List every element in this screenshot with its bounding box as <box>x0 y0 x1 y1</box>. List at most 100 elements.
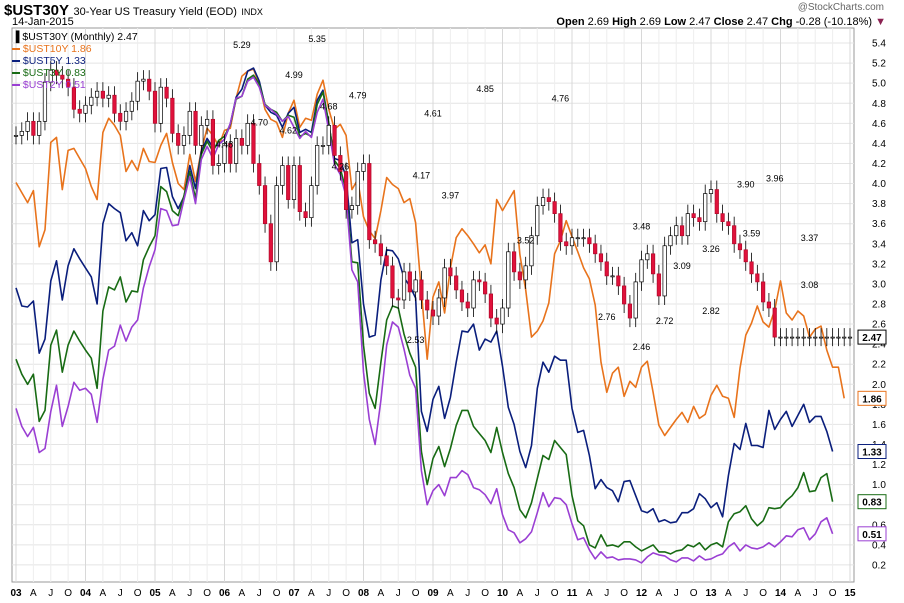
price-annotation: 3.52 <box>517 236 535 246</box>
candle-body <box>529 235 534 267</box>
legend-line-icon <box>12 84 20 87</box>
candle-body <box>511 251 517 273</box>
candle-body <box>106 94 111 99</box>
candle-body <box>25 120 30 132</box>
price-annotation: 3.09 <box>673 261 691 271</box>
candle-body <box>94 90 100 98</box>
candle-body <box>668 235 673 247</box>
y-tick-label: 3.0 <box>872 279 886 290</box>
candle-body <box>320 145 326 147</box>
last-value-label: 0.51 <box>862 530 882 541</box>
y-tick-label: 0.6 <box>872 520 886 531</box>
candle-body <box>732 225 737 245</box>
candle-body <box>569 237 575 247</box>
candle-body <box>361 163 366 172</box>
candle-body <box>19 131 24 136</box>
x-tick-label: O <box>203 588 211 599</box>
candle-body <box>442 267 447 299</box>
price-annotation: 4.79 <box>349 90 367 100</box>
x-tick-label: A <box>239 588 246 599</box>
chg-value: -0.28 (-10.18%) <box>795 16 873 28</box>
candle-body <box>344 171 349 210</box>
candle-body <box>506 251 511 309</box>
x-tick-label: A <box>308 588 315 599</box>
candle-body <box>170 97 175 134</box>
candle-body <box>546 197 551 202</box>
chart-exchange: INDX <box>241 7 263 17</box>
last-value-label: 1.86 <box>862 394 882 405</box>
candle-body <box>66 78 71 88</box>
candle-body <box>251 122 256 164</box>
last-value-label: 2.47 <box>862 333 882 344</box>
candle-body <box>488 293 494 319</box>
candle-body <box>378 243 383 257</box>
candle-body <box>766 301 772 309</box>
y-tick-label: 5.0 <box>872 79 886 90</box>
x-tick-label: O <box>481 588 489 599</box>
candle-body <box>650 253 656 275</box>
candle-body <box>610 275 615 278</box>
candle-body <box>48 69 53 83</box>
candle-body <box>245 122 250 146</box>
candle-body <box>413 279 418 293</box>
candle-body <box>338 155 343 172</box>
high-value: 2.69 <box>639 16 662 28</box>
candle-body <box>575 237 580 240</box>
y-tick-label: 4.2 <box>872 159 886 170</box>
y-tick-label: 3.2 <box>872 259 886 270</box>
low-value: 2.47 <box>689 16 711 28</box>
candle-body <box>83 104 88 114</box>
x-tick-label: J <box>48 588 53 599</box>
candle-body <box>564 241 569 247</box>
legend-text: $UST3Y 0.83 <box>22 67 86 79</box>
candle-body <box>535 205 540 237</box>
candle-body <box>222 143 227 164</box>
candle-body <box>280 165 285 186</box>
candle-body <box>459 289 465 303</box>
x-tick-label: 07 <box>288 588 300 599</box>
x-tick-label: 06 <box>219 588 231 599</box>
price-annotation: 4.99 <box>285 70 303 80</box>
candle-body <box>674 225 679 237</box>
x-tick-label: O <box>690 588 698 599</box>
candle-body <box>714 189 719 215</box>
candle-body <box>523 265 528 281</box>
y-tick-label: 0.4 <box>872 540 886 551</box>
candle-body <box>645 253 650 261</box>
candle-body <box>118 112 123 122</box>
candle-body <box>176 133 181 146</box>
y-tick-label: 2.4 <box>872 340 886 351</box>
candle-body <box>454 275 459 291</box>
candle-body <box>77 108 82 114</box>
candle-body <box>500 307 505 325</box>
x-tick-label: 03 <box>10 588 22 599</box>
x-tick-label: J <box>396 588 401 599</box>
candle-body <box>147 78 152 92</box>
y-tick-label: 4.0 <box>872 179 886 190</box>
x-tick-label: O <box>273 588 281 599</box>
candle-body <box>743 249 748 263</box>
dropdown-arrow-icon[interactable]: ▼ <box>875 16 886 28</box>
candle-body <box>627 303 633 319</box>
candle-body <box>303 211 308 219</box>
candle-body <box>239 138 244 146</box>
candle-body <box>604 261 609 277</box>
legend-line-icon <box>12 60 20 63</box>
candle-body <box>622 285 627 305</box>
x-tick-label: A <box>100 588 107 599</box>
candle-body <box>164 86 169 99</box>
legend-line-icon <box>12 48 20 51</box>
x-tick-label: O <box>64 588 72 599</box>
price-annotation: 2.82 <box>702 306 720 316</box>
x-tick-label: J <box>326 588 331 599</box>
x-tick-label: J <box>743 588 748 599</box>
chg-label: Chg <box>771 16 793 28</box>
y-tick-label: 0.2 <box>872 560 886 571</box>
x-tick-label: 10 <box>497 588 509 599</box>
candle-body <box>372 239 378 245</box>
last-value-box <box>857 444 887 460</box>
candle-body <box>297 165 302 212</box>
candle-body <box>749 261 754 275</box>
candle-body <box>824 336 829 339</box>
